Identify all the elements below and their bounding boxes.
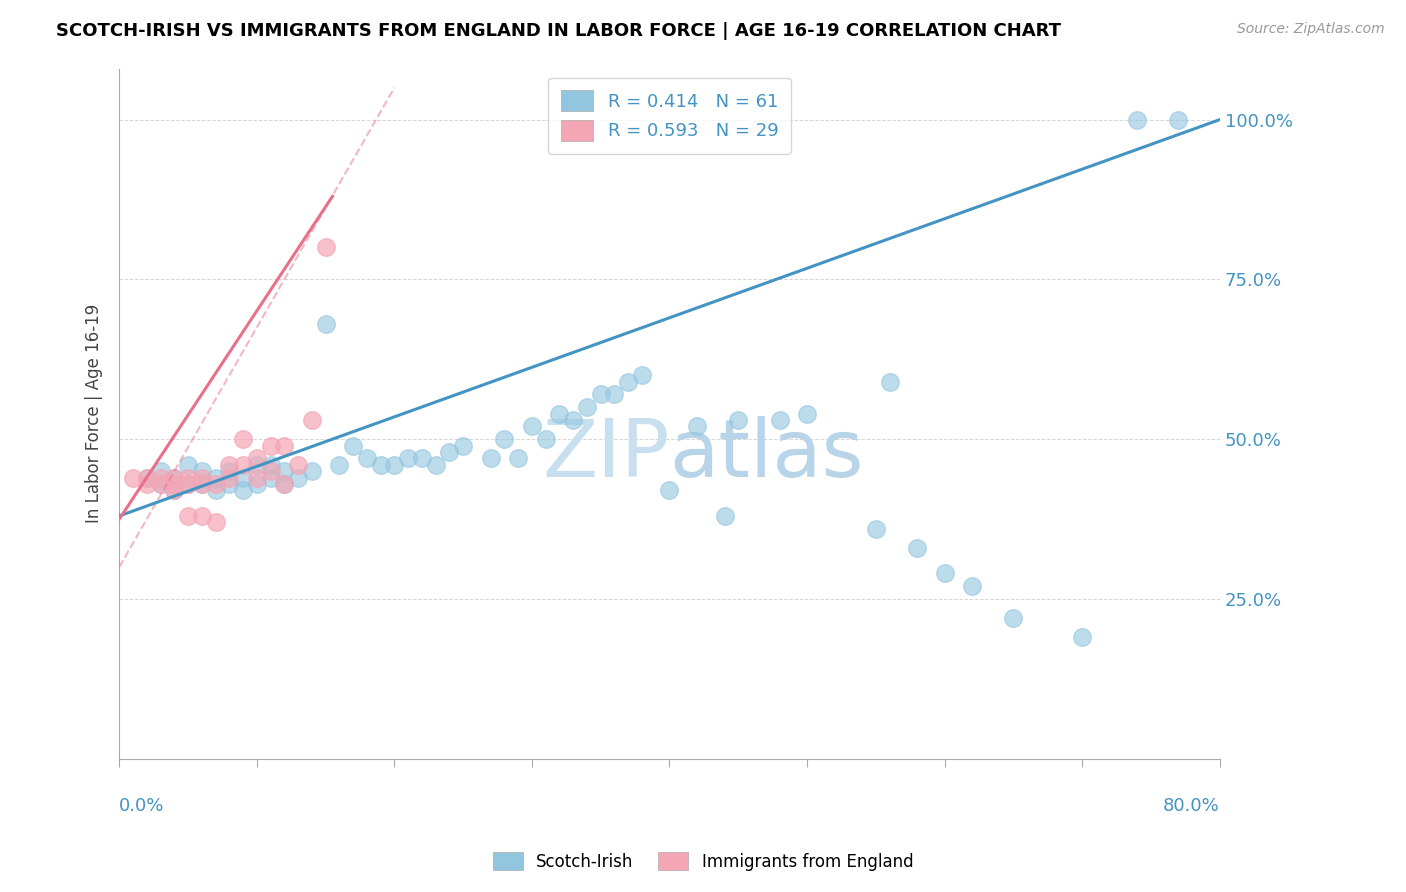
Point [658,483,681,498]
Point [218,470,240,484]
Point [149,477,172,491]
Text: 80.0%: 80.0% [1163,797,1220,814]
Point [960,579,983,593]
Point [727,413,749,427]
Point [451,439,474,453]
Point [191,477,214,491]
Point [287,458,309,472]
Point [232,458,254,472]
Point [259,458,281,472]
Point [548,407,571,421]
Point [218,477,240,491]
Legend: Scotch-Irish, Immigrants from England: Scotch-Irish, Immigrants from England [484,844,922,880]
Point [301,413,323,427]
Point [273,464,295,478]
Text: ZIP: ZIP [543,416,669,494]
Point [508,451,530,466]
Point [865,522,887,536]
Point [273,477,295,491]
Point [232,470,254,484]
Point [273,439,295,453]
Text: Source: ZipAtlas.com: Source: ZipAtlas.com [1237,22,1385,37]
Point [356,451,378,466]
Point [259,470,281,484]
Point [259,439,281,453]
Legend: R = 0.414   N = 61, R = 0.593   N = 29: R = 0.414 N = 61, R = 0.593 N = 29 [548,78,792,153]
Point [411,451,433,466]
Text: 0.0%: 0.0% [120,797,165,814]
Point [122,470,145,484]
Point [163,483,186,498]
Point [149,464,172,478]
Point [370,458,392,472]
Point [177,477,200,491]
Point [177,477,200,491]
Point [686,419,709,434]
Point [631,368,654,383]
Point [301,464,323,478]
Point [204,516,226,530]
Point [177,508,200,523]
Point [135,477,157,491]
Point [273,477,295,491]
Text: SCOTCH-IRISH VS IMMIGRANTS FROM ENGLAND IN LABOR FORCE | AGE 16-19 CORRELATION C: SCOTCH-IRISH VS IMMIGRANTS FROM ENGLAND … [56,22,1062,40]
Point [425,458,447,472]
Point [218,458,240,472]
Point [534,432,557,446]
Point [246,451,269,466]
Point [520,419,543,434]
Point [342,439,364,453]
Point [328,458,350,472]
Point [163,470,186,484]
Point [617,375,640,389]
Point [575,401,598,415]
Point [315,240,337,254]
Point [177,470,200,484]
Point [603,387,626,401]
Point [135,470,157,484]
Point [191,464,214,478]
Point [259,464,281,478]
Point [246,470,269,484]
Point [204,483,226,498]
Point [163,483,186,498]
Point [232,483,254,498]
Point [1167,112,1189,127]
Point [396,451,419,466]
Point [204,470,226,484]
Point [1002,611,1025,625]
Point [149,470,172,484]
Point [905,541,928,555]
Point [246,458,269,472]
Point [191,470,214,484]
Point [589,387,612,401]
Point [135,470,157,484]
Point [439,445,461,459]
Point [768,413,790,427]
Y-axis label: In Labor Force | Age 16-19: In Labor Force | Age 16-19 [86,304,103,524]
Point [218,464,240,478]
Point [494,432,516,446]
Point [879,375,901,389]
Point [479,451,502,466]
Point [246,477,269,491]
Point [232,432,254,446]
Text: atlas: atlas [669,416,863,494]
Point [287,470,309,484]
Point [191,508,214,523]
Point [562,413,585,427]
Point [191,477,214,491]
Point [934,566,956,581]
Point [713,508,735,523]
Point [163,470,186,484]
Point [315,317,337,331]
Point [384,458,406,472]
Point [204,477,226,491]
Point [796,407,818,421]
Point [149,477,172,491]
Point [163,477,186,491]
Point [1071,631,1094,645]
Point [1126,112,1149,127]
Point [177,458,200,472]
